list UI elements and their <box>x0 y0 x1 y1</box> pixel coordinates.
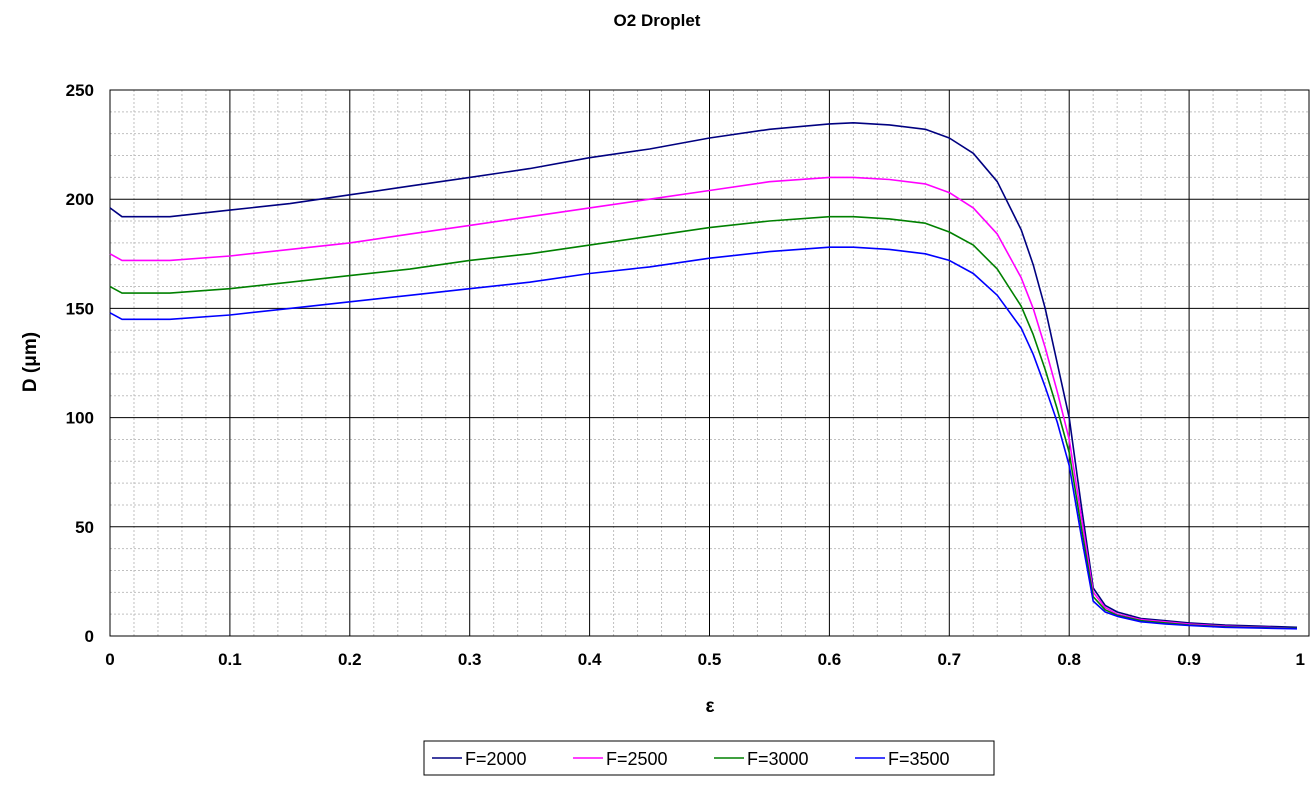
series-line <box>109 122 1298 629</box>
y-tick-label: 150 <box>66 299 94 318</box>
x-tick-label: 0.6 <box>818 650 842 669</box>
x-tick-label: 0.1 <box>218 650 242 669</box>
x-tick-label: 0.7 <box>937 650 961 669</box>
y-tick-label: 250 <box>66 81 94 100</box>
x-axis-label: ε <box>705 696 714 717</box>
x-tick-label: 0.2 <box>338 650 362 669</box>
y-tick-label: 100 <box>66 409 94 428</box>
legend-label: F=3000 <box>747 749 809 769</box>
series-line <box>109 215 1298 630</box>
x-tick-label: 0.3 <box>458 650 482 669</box>
y-tick-labels: 0 50 100 150 200 250 <box>66 81 94 646</box>
legend-label: F=3500 <box>888 749 950 769</box>
series-lines <box>109 122 1298 630</box>
major-grid <box>110 90 1309 636</box>
y-axis-label: D (μm) <box>20 332 41 392</box>
x-tick-label: 0.8 <box>1057 650 1081 669</box>
legend: F=2000 F=2500 F=3000 F=3500 <box>423 740 995 776</box>
x-tick-label: 0.4 <box>578 650 602 669</box>
x-tick-label: 0.5 <box>698 650 722 669</box>
y-tick-label: 50 <box>75 518 94 537</box>
y-tick-label: 200 <box>66 190 94 209</box>
series-line <box>109 176 1298 630</box>
plot-area <box>109 89 1310 637</box>
minor-grid <box>110 90 1309 636</box>
series-line <box>109 246 1298 630</box>
x-tick-label: 0.9 <box>1177 650 1201 669</box>
legend-box <box>423 740 995 776</box>
y-tick-label: 0 <box>85 627 94 646</box>
x-tick-label: 0 <box>105 650 114 669</box>
x-tick-label: 1 <box>1296 650 1305 669</box>
x-tick-labels: 0 0.1 0.2 0.3 0.4 0.5 0.6 0.7 0.8 0.9 1 <box>105 650 1305 669</box>
legend-label: F=2000 <box>465 749 527 769</box>
legend-label: F=2500 <box>606 749 668 769</box>
chart-title: O2 Droplet <box>614 11 701 30</box>
